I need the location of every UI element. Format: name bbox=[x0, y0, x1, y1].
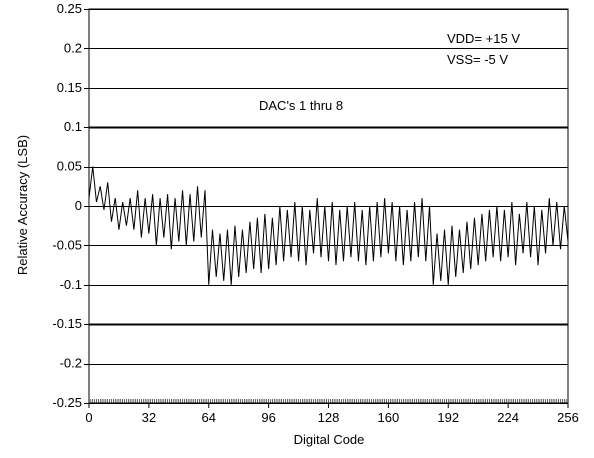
y-tick-label: 0.15 bbox=[57, 80, 82, 95]
y-tick-label: -0.15 bbox=[52, 316, 82, 331]
x-axis-title: Digital Code bbox=[294, 432, 365, 447]
x-tick-labels: 0 32 64 96 128 160 192 224 256 bbox=[85, 410, 578, 425]
y-tick-label: -0.05 bbox=[52, 237, 82, 252]
y-tick-label: 0.25 bbox=[57, 1, 82, 16]
y-tick-label: -0.25 bbox=[52, 395, 82, 410]
y-axis-title: Relative Accuracy (LSB) bbox=[15, 135, 30, 275]
plot-frame bbox=[88, 8, 569, 404]
x-tick-label: 96 bbox=[261, 410, 275, 425]
y-tick-labels: 0.25 0.2 0.15 0.1 0.05 0 -0.05 -0.1 -0.15 -0.2 -0.… bbox=[52, 1, 82, 410]
x-tick-label: 224 bbox=[497, 410, 519, 425]
x-tick-label: 160 bbox=[378, 410, 400, 425]
x-tick-label: 32 bbox=[142, 410, 156, 425]
x-tick-label: 192 bbox=[437, 410, 459, 425]
y-tick-label: 0 bbox=[75, 198, 82, 213]
annotation-vss: VSS= -5 V bbox=[447, 52, 508, 67]
x-tick-label: 128 bbox=[318, 410, 340, 425]
series-layer bbox=[88, 166, 569, 285]
y-tick-label: -0.2 bbox=[60, 356, 82, 371]
series-line bbox=[88, 166, 569, 285]
x-tick-label: 64 bbox=[202, 410, 216, 425]
x-tick-label: 256 bbox=[557, 410, 579, 425]
y-tick-label: 0.2 bbox=[64, 40, 82, 55]
annotation-vdd: VDD= +15 V bbox=[447, 31, 520, 46]
minor-tick-layer bbox=[88, 399, 569, 408]
y-tick-label: -0.1 bbox=[60, 277, 82, 292]
y-tick-label: 0.1 bbox=[64, 119, 82, 134]
x-tick-label: 0 bbox=[85, 410, 92, 425]
grid-layer bbox=[84, 9, 568, 404]
y-tick-label: 0.05 bbox=[57, 159, 82, 174]
annotation-dacs: DAC's 1 thru 8 bbox=[259, 98, 343, 113]
